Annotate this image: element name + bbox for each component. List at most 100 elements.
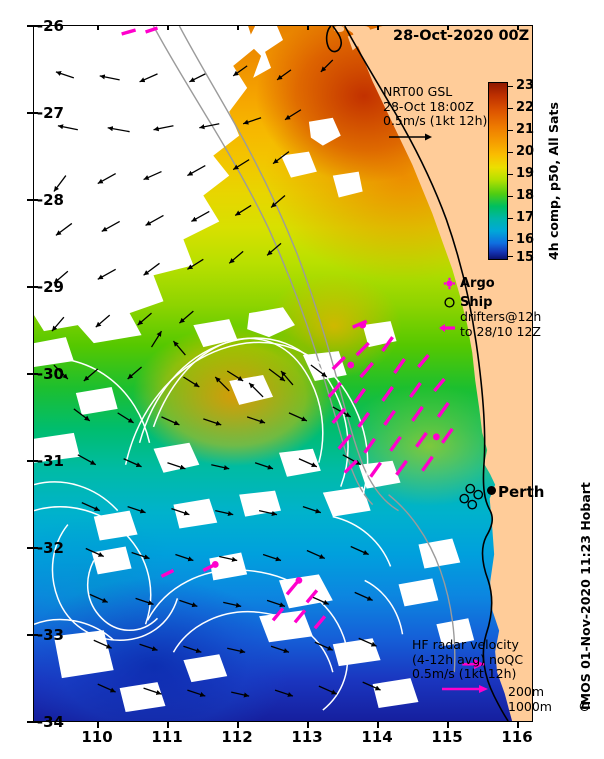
y-tick-in-7 — [33, 634, 38, 636]
drifter-legend-line2: to 28/10 12Z — [460, 323, 541, 339]
gsl-scale-arrow-icon — [389, 133, 432, 140]
cb-label-23: 23 — [516, 78, 535, 93]
y-tick-label-8: -34 — [36, 713, 64, 731]
x-tick-label-0: 110 — [81, 728, 113, 746]
y-tick-0 — [27, 25, 33, 27]
marker-legend: Argo Ship drifters@12h to 28/10 12Z — [438, 275, 541, 339]
y-tick-in-3 — [33, 286, 38, 288]
cb-tick-6 — [508, 218, 513, 220]
x-tick-top-5 — [447, 25, 449, 30]
cb-label-17: 17 — [516, 210, 535, 225]
x-tick-top-3 — [307, 25, 309, 30]
cb-label-16: 16 — [516, 232, 535, 247]
y-tick-label-6: -32 — [36, 539, 64, 557]
x-tick-top-0 — [97, 25, 99, 30]
gsl-legend: NRT00 GSL 28-Oct 18:00Z 0.5m/s (1kt 12h) — [383, 84, 488, 145]
cb-label-15: 15 — [516, 250, 535, 265]
cb-tick-5 — [508, 196, 513, 198]
x-tick-3 — [307, 722, 309, 728]
y-tick-label-7: -33 — [36, 626, 64, 644]
x-tick-5 — [447, 722, 449, 728]
y-tick-6 — [27, 547, 33, 549]
hf-scale-arrow-icon — [442, 684, 488, 693]
cb-tick-2 — [508, 130, 513, 132]
x-tick-2 — [237, 722, 239, 728]
ship-icon — [438, 296, 460, 309]
y-tick-label-4: -30 — [36, 365, 64, 383]
colorbar-group: 23 22 21 20 19 18 17 16 15 4h comp, p50,… — [488, 78, 561, 265]
y-tick-label-1: -27 — [36, 104, 64, 122]
cb-tick-3 — [508, 152, 513, 154]
x-tick-top-4 — [377, 25, 379, 30]
y-tick-4 — [27, 373, 33, 375]
argo-legend-label: Argo — [460, 275, 495, 291]
perth-city-label: Perth — [498, 483, 545, 501]
cb-label-20: 20 — [516, 144, 535, 159]
cb-label-18: 18 — [516, 188, 535, 203]
x-tick-label-6: 116 — [501, 728, 533, 746]
x-tick-top-6 — [517, 25, 519, 30]
cb-tick-0 — [508, 86, 513, 88]
cb-tick-4 — [508, 174, 513, 176]
y-tick-in-4 — [33, 373, 38, 375]
x-tick-label-1: 111 — [151, 728, 183, 746]
cb-tick-1 — [508, 108, 513, 110]
sst-colorbar[interactable] — [488, 82, 508, 260]
drifter-legend-line1: drifters@12h — [460, 309, 542, 324]
cb-label-19: 19 — [516, 166, 535, 181]
y-tick-label-5: -31 — [36, 452, 64, 470]
depth-label-1000m: 1000m — [508, 699, 552, 714]
y-tick-8 — [27, 721, 33, 723]
x-tick-top-1 — [167, 25, 169, 30]
hf-radar-legend: HF radar velocity (4-12h avg) noQC 0.5m/… — [412, 637, 524, 697]
copyright-icon: © — [578, 700, 591, 715]
y-tick-in-2 — [33, 199, 38, 201]
y-tick-in-6 — [33, 547, 38, 549]
perth-marker-dot — [487, 486, 496, 495]
y-tick-1 — [27, 112, 33, 114]
land-island-a — [356, 26, 370, 35]
y-tick-5 — [27, 460, 33, 462]
y-tick-in-5 — [33, 460, 38, 462]
x-tick-label-4: 114 — [361, 728, 393, 746]
y-tick-7 — [27, 634, 33, 636]
gsl-legend-line2: 28-Oct 18:00Z — [383, 98, 474, 114]
x-tick-4 — [377, 722, 379, 728]
credit-text: IMOS 01-Nov-2020 11:23 Hobart — [578, 482, 593, 710]
y-tick-label-0: -26 — [36, 17, 64, 35]
y-tick-3 — [27, 286, 33, 288]
x-tick-0 — [97, 722, 99, 728]
y-tick-in-8 — [33, 721, 38, 723]
hf-legend-line1: HF radar velocity — [412, 637, 519, 652]
x-tick-6 — [517, 722, 519, 728]
x-tick-1 — [167, 722, 169, 728]
depth-label-200m: 200m — [508, 684, 545, 699]
y-tick-label-3: -29 — [36, 278, 64, 296]
hf-legend-line2: (4-12h avg) noQC — [412, 651, 524, 667]
map-title: 28-Oct-2020 00Z — [393, 28, 530, 44]
land-island-c — [334, 26, 344, 32]
hf-legend-line3: 0.5m/s (1kt 12h) — [412, 666, 517, 681]
drifter-arrow-icon — [439, 324, 455, 332]
cb-tick-7 — [508, 240, 513, 242]
gsl-legend-line1: NRT00 GSL — [383, 84, 453, 99]
cb-label-22: 22 — [516, 100, 535, 115]
ship-legend-label: Ship — [460, 294, 493, 310]
y-tick-2 — [27, 199, 33, 201]
y-tick-in-0 — [33, 25, 38, 27]
legend-row-ship: Ship — [438, 294, 541, 310]
legend-row-argo: Argo — [438, 275, 541, 291]
colorbar-axis-label: 4h comp, p50, All Sats — [546, 102, 561, 260]
gsl-legend-line3: 0.5m/s (1kt 12h) — [383, 113, 488, 128]
cb-tick-8 — [508, 256, 513, 258]
depth-contour-labels: 200m 1000m — [508, 684, 552, 714]
argo-icon — [438, 277, 460, 290]
x-tick-label-2: 112 — [221, 728, 253, 746]
x-tick-top-2 — [237, 25, 239, 30]
x-tick-label-5: 115 — [431, 728, 463, 746]
y-tick-in-1 — [33, 112, 38, 114]
drifter-legend-note: drifters@12h to 28/10 12Z — [460, 309, 542, 339]
x-tick-label-3: 113 — [291, 728, 323, 746]
y-tick-label-2: -28 — [36, 191, 64, 209]
